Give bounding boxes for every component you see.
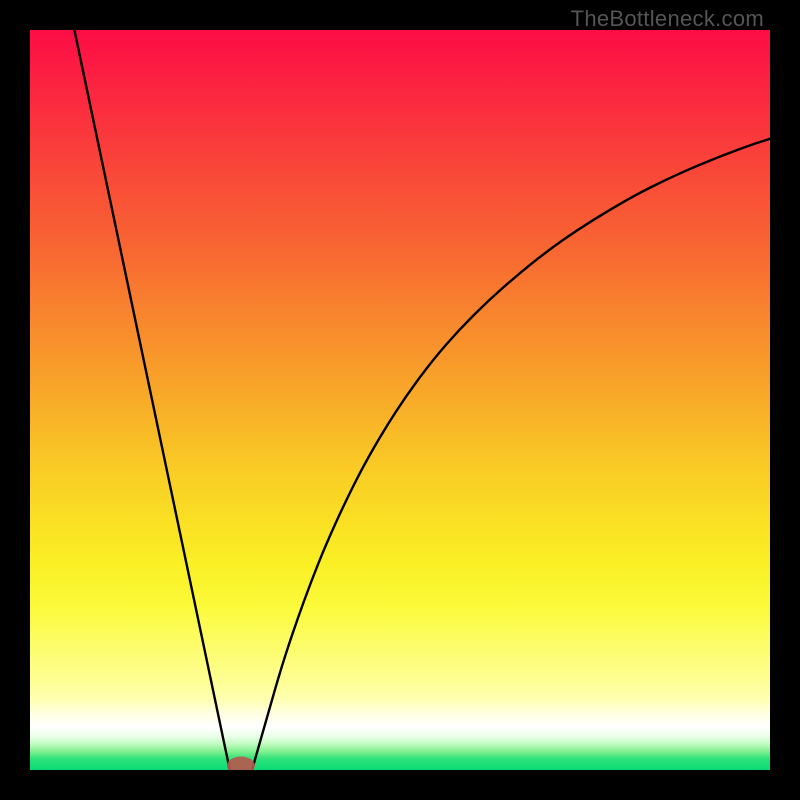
watermark-text: TheBottleneck.com [571, 6, 764, 32]
chart-container: TheBottleneck.com [0, 0, 800, 800]
bottleneck-chart [30, 30, 770, 770]
gradient-background [30, 30, 770, 770]
